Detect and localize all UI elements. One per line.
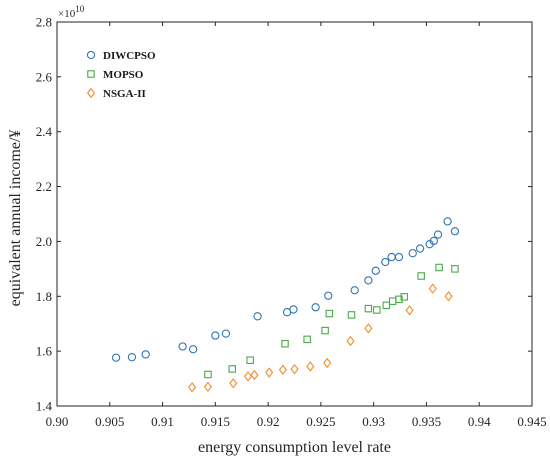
y-tick-label: 2.2 [36,179,52,194]
data-point [364,304,373,313]
data-point [394,252,404,262]
data-point [381,257,390,267]
data-point [244,371,253,382]
y-axis: 1.4 1.6 1.8 2.0 2.2 2.4 2.6 2.8 [36,15,532,414]
y-axis-title: equivalent annual income/¥ [7,130,24,307]
data-point [364,323,373,334]
x-tick-label: 0.915 [201,414,230,429]
x-tick-label: 0.94 [468,414,491,429]
legend: DIWCPSO MOPSO NSGA-II [86,50,156,100]
data-point [443,217,452,226]
y-tick-label: 1.8 [36,289,52,304]
data-point [451,265,459,273]
data-point [395,295,403,304]
data-point [111,353,121,362]
data-point [350,286,359,295]
y-exponent-power: 10 [75,4,85,14]
series-nsga-ii [188,283,453,393]
data-point [278,364,287,375]
data-point [253,312,262,321]
data-point [321,326,329,335]
data-point [265,367,274,378]
data-points [111,217,460,393]
y-tick-label: 2.8 [36,15,52,30]
y-tick-label: 1.6 [36,344,53,359]
data-point [303,335,311,344]
data-point [408,249,417,258]
data-point [127,353,137,362]
data-point [373,306,381,314]
data-point [325,309,334,318]
legend-marker [86,50,96,60]
series-mopso [204,263,459,379]
data-point [246,356,254,364]
data-point [347,311,356,319]
data-point [203,381,212,392]
data-point [311,303,320,312]
y-tick-label: 2.0 [36,234,52,249]
x-axis-title: energy consumption level rate [198,439,391,456]
data-point [428,283,437,294]
x-tick-label: 0.92 [257,414,280,429]
data-point [306,361,315,372]
data-point [405,305,414,316]
x-axis: 0.90 0.905 0.91 0.915 0.92 0.925 0.93 0.935 0.94… [46,22,547,429]
data-point [415,244,425,253]
y-tick-label: 1.4 [36,399,53,414]
data-point [204,370,212,379]
data-point [178,342,187,351]
x-tick-label: 0.905 [95,414,124,429]
x-tick-label: 0.93 [362,414,385,429]
data-point [211,331,220,340]
y-exponent-base: ×10 [58,8,76,20]
x-tick-label: 0.935 [412,414,441,429]
x-tick-label: 0.945 [517,414,546,429]
data-point [417,272,425,280]
data-point [229,378,238,389]
data-point [429,236,438,246]
data-point [444,291,453,302]
data-point [346,335,355,347]
data-point [435,263,443,272]
legend-marker [86,87,96,99]
y-axis-exponent: ×1010 [58,4,85,20]
x-tick-label: 0.925 [306,414,335,429]
data-point [188,382,197,393]
data-point [433,230,443,239]
data-point [289,305,298,314]
y-tick-label: 2.4 [36,124,53,139]
data-point [371,266,380,275]
data-point [382,301,391,310]
legend-label: NSGA-II [103,88,146,100]
data-point [400,293,409,301]
legend-label: MOPSO [103,69,144,81]
data-point [450,227,460,236]
plot-area-frame [56,21,533,407]
data-point [281,339,289,348]
data-point [364,276,373,285]
series-diwcpso [111,217,460,362]
data-point [324,291,333,300]
data-point [290,364,299,375]
x-tick-label: 0.91 [151,414,174,429]
legend-label: DIWCPSO [103,50,156,62]
data-point [323,357,332,369]
data-point [221,329,231,338]
data-point [250,369,259,381]
x-tick-label: 0.90 [46,414,69,429]
data-point [228,365,236,373]
data-point [189,345,198,354]
y-tick-label: 2.6 [36,69,53,84]
data-point [141,350,150,359]
legend-marker [87,70,95,78]
